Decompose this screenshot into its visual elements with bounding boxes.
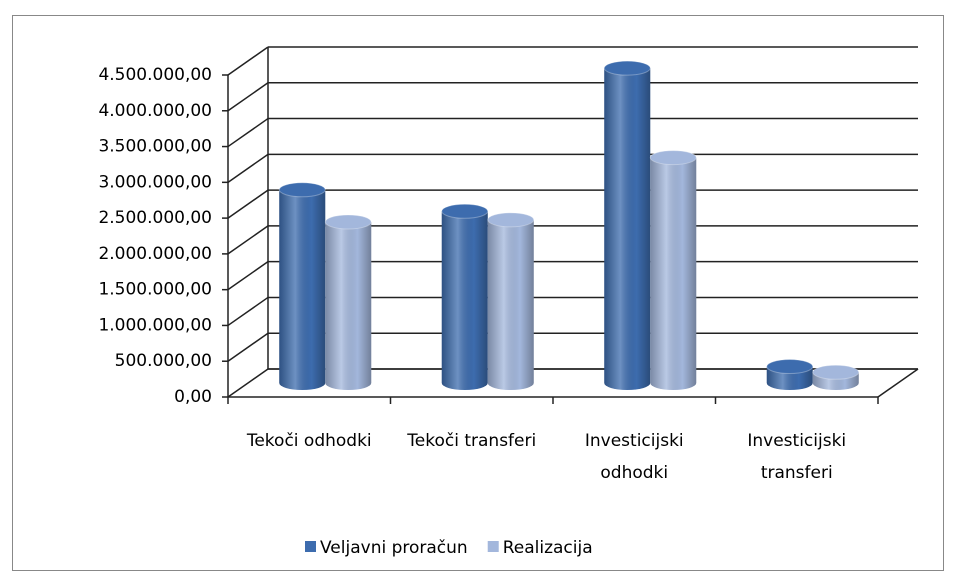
bar-shade (441, 211, 488, 390)
legend-swatch (487, 541, 499, 552)
grid-line (227, 189, 269, 219)
bar-shade (325, 222, 372, 390)
legend-label: Realizacija (503, 538, 593, 558)
x-tick-label: Tekoči odhodki (246, 431, 372, 451)
bar-top (441, 203, 489, 219)
grid-line (227, 153, 269, 183)
y-tick-label: 2.500.000,00 (98, 208, 212, 228)
grid-line (227, 296, 269, 327)
y-tick-label: 4.000.000,00 (98, 101, 212, 121)
bar-shade (279, 189, 326, 390)
grid-line (227, 261, 269, 291)
bar-top (649, 150, 697, 166)
y-tick-label: 1.000.000,00 (98, 315, 212, 335)
x-tick-label: Tekoči transferi (407, 431, 537, 451)
bar-top (766, 359, 814, 375)
y-tick-label: 3.000.000,00 (98, 172, 212, 192)
grid-line (227, 332, 269, 362)
y-tick-label: 2.000.000,00 (98, 244, 212, 264)
grid-line (227, 225, 269, 255)
bar-shade (604, 68, 651, 391)
grid-line (227, 82, 269, 112)
y-tick-label: 3.500.000,00 (98, 137, 212, 157)
y-tick-label: 4.500.000,00 (98, 65, 212, 85)
bar-shade (487, 219, 534, 390)
bar-shade (650, 157, 697, 390)
grid-line (227, 46, 269, 76)
bar-top (812, 364, 860, 380)
legend-swatch (305, 541, 316, 552)
bar-top (603, 60, 651, 76)
grid-line (227, 117, 269, 148)
x-tick-label: Investicijski odhodki (584, 431, 684, 483)
x-tick-label: Investicijski transferi (747, 431, 847, 483)
y-tick-label: 1.500.000,00 (98, 280, 212, 300)
y-tick-label: 0,00 (174, 387, 212, 407)
y-tick-label: 500.000,00 (115, 351, 212, 371)
bar-top (278, 182, 326, 198)
bar-top (324, 214, 372, 230)
legend-label: Veljavni proračun (320, 538, 468, 558)
grid-line (227, 368, 269, 398)
bar-top (487, 212, 535, 228)
